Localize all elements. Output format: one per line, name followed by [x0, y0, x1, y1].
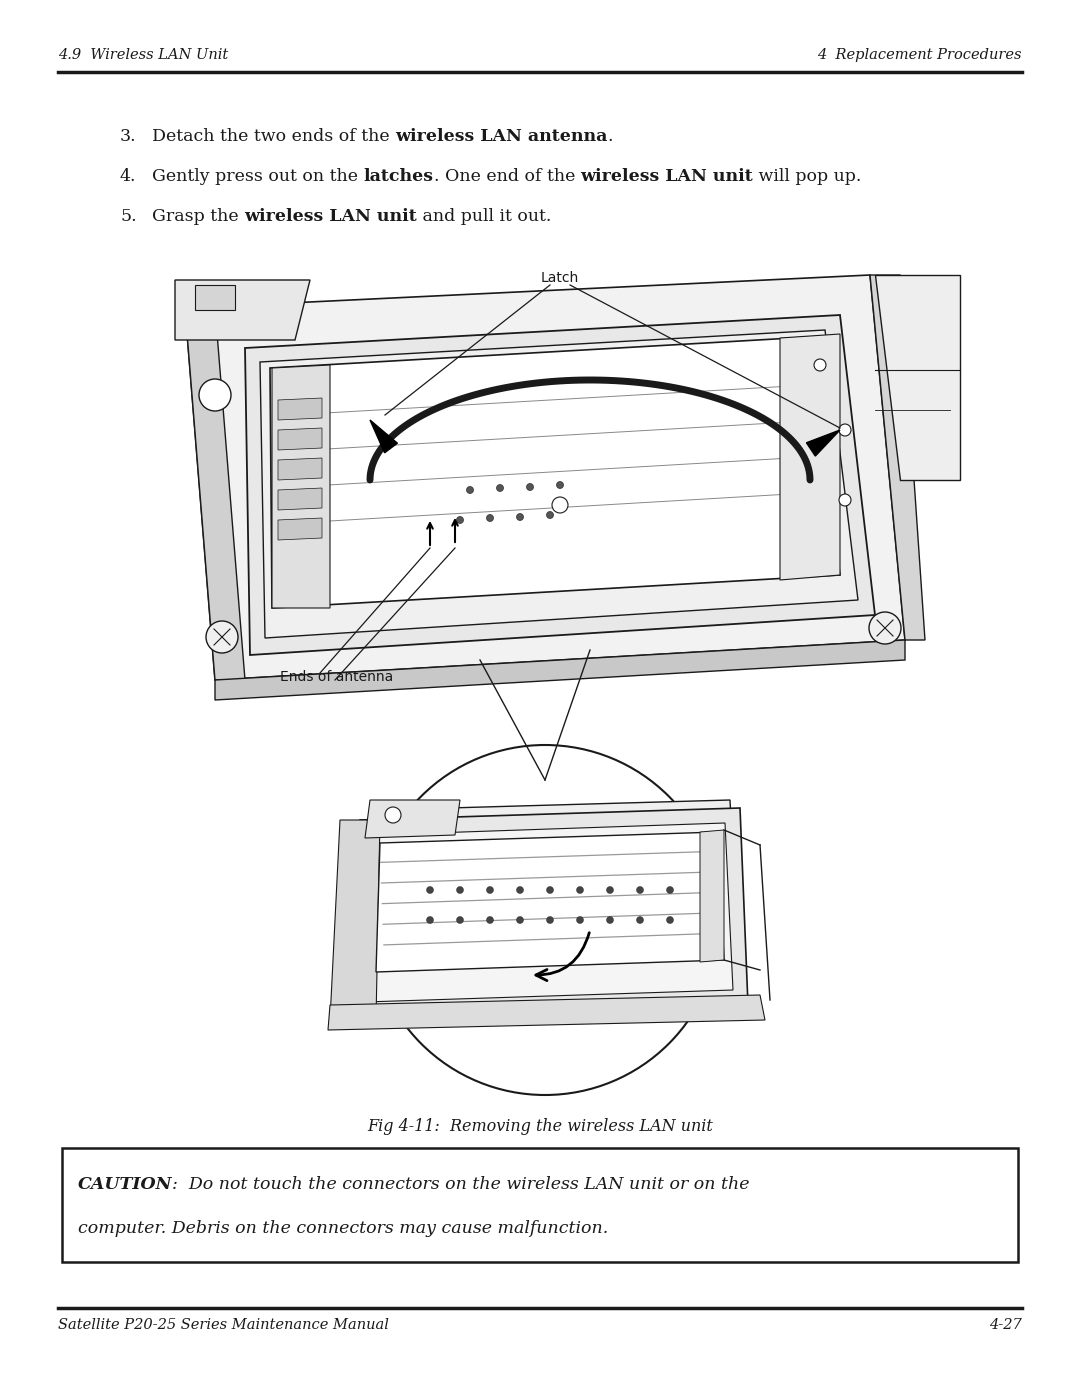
Polygon shape [278, 458, 322, 481]
Circle shape [552, 497, 568, 513]
Text: wireless LAN unit: wireless LAN unit [244, 208, 417, 225]
Polygon shape [780, 334, 840, 580]
Text: 4  Replacement Procedures: 4 Replacement Procedures [818, 47, 1022, 61]
Text: computer. Debris on the connectors may cause malfunction.: computer. Debris on the connectors may c… [78, 1220, 608, 1236]
Polygon shape [215, 640, 905, 700]
Circle shape [556, 482, 564, 489]
Circle shape [370, 745, 720, 1095]
Polygon shape [185, 307, 245, 680]
Circle shape [457, 517, 463, 524]
Text: Gently press out on the: Gently press out on the [152, 168, 364, 184]
Text: Latch: Latch [541, 271, 579, 285]
Polygon shape [278, 518, 322, 541]
Circle shape [577, 916, 583, 923]
Circle shape [636, 916, 644, 923]
Circle shape [486, 916, 494, 923]
Circle shape [467, 486, 473, 493]
Polygon shape [185, 275, 905, 680]
Polygon shape [700, 830, 724, 963]
Polygon shape [365, 823, 733, 1002]
Polygon shape [330, 820, 380, 1020]
Text: Satellite P20-25 Series Maintenance Manual: Satellite P20-25 Series Maintenance Manu… [58, 1317, 389, 1331]
Polygon shape [875, 275, 960, 481]
Text: 4-27: 4-27 [989, 1317, 1022, 1331]
Circle shape [516, 916, 524, 923]
Polygon shape [328, 995, 765, 1030]
Circle shape [427, 916, 433, 923]
Circle shape [869, 612, 901, 644]
Circle shape [486, 887, 494, 894]
Polygon shape [195, 285, 235, 310]
Polygon shape [270, 337, 840, 608]
Circle shape [486, 514, 494, 521]
Circle shape [427, 887, 433, 894]
Polygon shape [272, 365, 330, 608]
Text: 5.: 5. [120, 208, 137, 225]
Text: wireless LAN antenna: wireless LAN antenna [395, 129, 607, 145]
Text: . One end of the: . One end of the [433, 168, 580, 184]
Text: Fig 4-11:  Removing the wireless LAN unit: Fig 4-11: Removing the wireless LAN unit [367, 1118, 713, 1134]
Text: Ends of antenna: Ends of antenna [280, 671, 393, 685]
Circle shape [607, 887, 613, 894]
Circle shape [527, 483, 534, 490]
Circle shape [607, 916, 613, 923]
Text: 4.9  Wireless LAN Unit: 4.9 Wireless LAN Unit [58, 47, 228, 61]
Text: 4.: 4. [120, 168, 136, 184]
Circle shape [666, 887, 674, 894]
Text: :  Do not touch the connectors on the wireless LAN unit or on the: : Do not touch the connectors on the wir… [173, 1176, 750, 1193]
Circle shape [199, 379, 231, 411]
Text: .: . [607, 129, 613, 145]
Circle shape [577, 887, 583, 894]
Text: and pull it out.: and pull it out. [417, 208, 551, 225]
Circle shape [497, 485, 503, 492]
Text: latches: latches [364, 168, 433, 184]
Polygon shape [365, 800, 460, 838]
Bar [62, 1148, 1018, 1261]
Circle shape [839, 425, 851, 436]
Polygon shape [368, 800, 740, 1010]
Circle shape [384, 807, 401, 823]
Polygon shape [376, 833, 724, 972]
Polygon shape [245, 314, 875, 655]
Circle shape [206, 622, 238, 652]
Circle shape [666, 916, 674, 923]
Circle shape [814, 359, 826, 372]
Polygon shape [175, 279, 310, 339]
Circle shape [839, 495, 851, 506]
Text: Detach the two ends of the: Detach the two ends of the [152, 129, 395, 145]
Circle shape [457, 887, 463, 894]
Circle shape [636, 887, 644, 894]
Polygon shape [370, 420, 397, 453]
Circle shape [546, 916, 554, 923]
Polygon shape [278, 488, 322, 510]
Text: CAUTION: CAUTION [78, 1176, 173, 1193]
Circle shape [516, 514, 524, 521]
Text: 3.: 3. [120, 129, 137, 145]
Polygon shape [870, 275, 924, 640]
Circle shape [516, 887, 524, 894]
Polygon shape [278, 398, 322, 420]
Polygon shape [807, 430, 840, 455]
Text: Grasp the: Grasp the [152, 208, 244, 225]
Polygon shape [278, 427, 322, 450]
Circle shape [457, 916, 463, 923]
Text: wireless LAN unit: wireless LAN unit [580, 168, 753, 184]
Circle shape [546, 511, 554, 518]
Circle shape [546, 887, 554, 894]
Polygon shape [350, 807, 748, 1018]
Text: will pop up.: will pop up. [753, 168, 862, 184]
Polygon shape [260, 330, 858, 638]
